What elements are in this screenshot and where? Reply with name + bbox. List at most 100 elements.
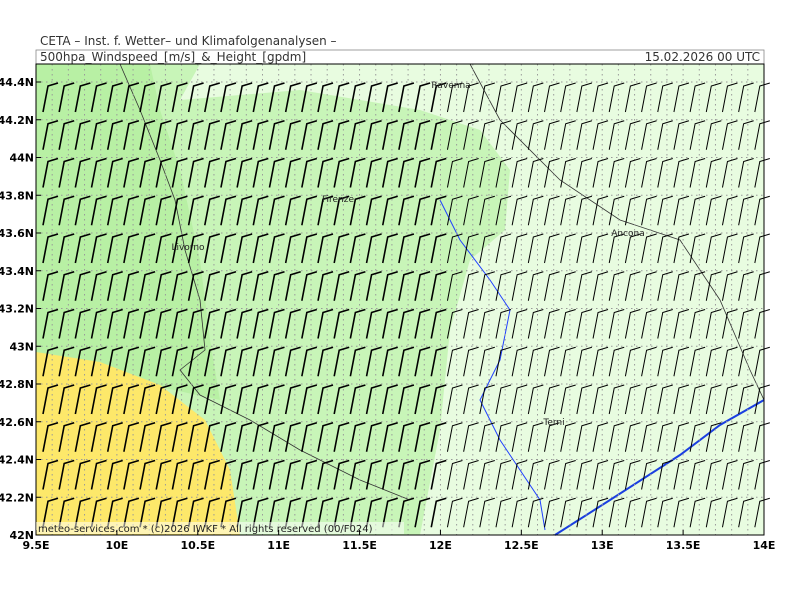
wind-barb	[527, 158, 544, 188]
wind-barb	[333, 157, 350, 188]
city-label: Ancona	[611, 229, 645, 239]
wind-barb	[252, 308, 269, 339]
wind-barb	[106, 308, 123, 339]
wind-barb	[624, 346, 641, 377]
wind-barb	[139, 421, 156, 452]
wind-barb	[301, 346, 318, 377]
wind-barb	[381, 270, 398, 301]
header-title: CETA – Inst. f. Wetter– und Klimafolgena…	[40, 34, 337, 48]
wind-barb	[349, 157, 366, 188]
wind-barb	[139, 270, 156, 301]
lat-label: 44.4N	[0, 76, 34, 89]
wind-barb	[171, 497, 188, 528]
wind-barb	[333, 459, 350, 490]
wind-barb	[657, 460, 673, 490]
wind-barb	[705, 82, 722, 113]
wind-barb	[187, 270, 204, 301]
wind-barb	[301, 157, 318, 188]
wind-barb	[721, 233, 738, 264]
wind-barb	[203, 346, 221, 377]
wind-barb	[301, 459, 318, 490]
wind-barb	[495, 158, 512, 188]
wind-barb	[738, 497, 754, 528]
wind-barb	[414, 270, 431, 301]
wind-barb	[592, 82, 609, 113]
wind-barb	[398, 233, 415, 264]
wind-barb	[171, 233, 188, 264]
wind-barb	[527, 309, 544, 339]
wind-barb	[673, 422, 690, 452]
wind-barb	[90, 119, 107, 150]
wind-barb	[463, 271, 479, 301]
lon-label: 9.5E	[22, 539, 49, 552]
wind-barb	[106, 270, 123, 301]
wind-barb	[414, 157, 431, 188]
wind-barb	[236, 346, 253, 377]
wind-barb	[576, 309, 593, 339]
wind-barb	[641, 158, 657, 188]
wind-barb	[544, 497, 560, 528]
wind-barb	[106, 157, 123, 188]
wind-barb	[139, 233, 156, 264]
wind-barb	[560, 82, 576, 113]
wind-barb	[171, 459, 188, 490]
wind-barb	[624, 460, 641, 490]
wind-barb	[252, 195, 269, 226]
wind-barb	[544, 195, 560, 226]
wind-barb	[252, 497, 269, 528]
wind-barb	[754, 422, 770, 452]
wind-barb	[139, 308, 156, 339]
wind-barb	[544, 271, 560, 301]
wind-barb	[203, 119, 221, 150]
wind-barb	[414, 497, 431, 528]
wind-barb	[171, 421, 188, 452]
wind-barb	[495, 497, 512, 528]
wind-barb	[430, 497, 447, 528]
height-contour	[554, 399, 765, 536]
wind-barb	[527, 120, 544, 150]
wind-barb	[301, 497, 318, 528]
wind-barb	[608, 158, 625, 188]
wind-barb	[220, 195, 237, 226]
wind-barb	[446, 158, 463, 188]
wind-barb	[657, 233, 673, 264]
wind-barb	[430, 157, 447, 188]
wind-barb	[398, 270, 415, 301]
wind-barb	[58, 346, 75, 377]
wind-barb	[90, 195, 107, 226]
wind-barb	[641, 460, 657, 490]
wind-barb	[252, 421, 269, 452]
wind-barb	[705, 422, 722, 452]
wind-barb	[430, 233, 447, 264]
wind-barb	[511, 460, 528, 490]
wind-barb	[365, 346, 382, 377]
wind-barb	[738, 309, 754, 339]
wind-barb	[268, 308, 285, 339]
wind-barb	[738, 422, 754, 452]
lat-label: 43.4N	[0, 265, 34, 278]
wind-barb	[42, 459, 59, 490]
wind-barb	[284, 497, 301, 528]
wind-barb	[560, 384, 576, 415]
wind-barb	[171, 384, 188, 415]
wind-barb	[511, 309, 528, 339]
wind-barb	[74, 346, 91, 377]
wind-barb	[495, 460, 512, 490]
wind-barb	[624, 158, 641, 188]
wind-barb	[155, 157, 172, 188]
wind-barb	[463, 422, 479, 452]
wind-barb	[430, 119, 447, 150]
wind-barb	[123, 384, 140, 415]
wind-barb	[349, 308, 366, 339]
city-label: Livorno	[171, 243, 205, 253]
wind-barb	[203, 459, 221, 490]
wind-barb	[479, 309, 495, 339]
wind-barb	[333, 195, 350, 226]
wind-barb	[139, 82, 156, 113]
lat-label: 42.6N	[0, 416, 34, 429]
wind-barb	[317, 421, 334, 452]
wind-barb	[381, 195, 398, 226]
wind-barb	[284, 233, 301, 264]
wind-barb	[317, 308, 334, 339]
wind-barb	[446, 346, 463, 377]
